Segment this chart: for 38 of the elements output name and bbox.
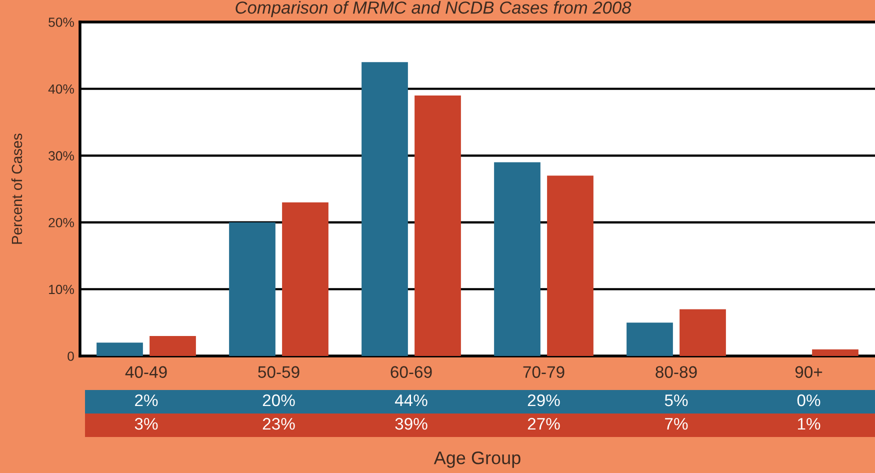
bar bbox=[494, 162, 540, 356]
y-tick-label: 10% bbox=[49, 284, 74, 294]
bar bbox=[362, 62, 408, 356]
x-tick-label: 60-69 bbox=[390, 366, 432, 378]
y-axis-title: Percent of Cases bbox=[11, 134, 22, 244]
y-tick-label: 50% bbox=[48, 18, 74, 27]
data-label: 20% bbox=[262, 394, 295, 406]
bar bbox=[547, 176, 594, 356]
bar bbox=[96, 342, 143, 356]
y-tick-label: 40% bbox=[48, 84, 74, 94]
bar bbox=[282, 202, 328, 356]
data-label: 2% bbox=[135, 394, 158, 406]
data-label: 44% bbox=[394, 394, 428, 406]
data-label: 27% bbox=[528, 418, 560, 430]
bar bbox=[812, 349, 858, 356]
data-label: 0% bbox=[797, 394, 820, 406]
x-tick-label: 90+ bbox=[795, 366, 822, 378]
data-label: 3% bbox=[134, 418, 158, 430]
data-label: 7% bbox=[665, 418, 688, 430]
y-tick-label: 30% bbox=[48, 151, 74, 161]
data-label: 1% bbox=[798, 418, 820, 430]
x-tick-label: 50-59 bbox=[258, 366, 300, 378]
x-tick-label: 70-79 bbox=[523, 366, 564, 378]
bar bbox=[680, 309, 726, 356]
x-tick-label: 80-89 bbox=[656, 366, 697, 378]
chart-title: Comparison of MRMC and NCDB Cases from 2008 bbox=[236, 1, 632, 18]
bar bbox=[229, 222, 276, 356]
y-tick-label: 20% bbox=[48, 218, 74, 228]
data-label: 29% bbox=[528, 394, 560, 406]
x-axis-title: Age Group bbox=[434, 451, 520, 468]
x-tick-label: 40-49 bbox=[125, 366, 167, 378]
bar bbox=[414, 95, 461, 356]
data-label: 5% bbox=[664, 394, 688, 406]
bar bbox=[150, 336, 196, 356]
data-label: 23% bbox=[262, 418, 295, 430]
bar bbox=[626, 322, 673, 356]
data-label: 39% bbox=[395, 418, 428, 430]
y-tick-label: 0 bbox=[68, 352, 74, 361]
